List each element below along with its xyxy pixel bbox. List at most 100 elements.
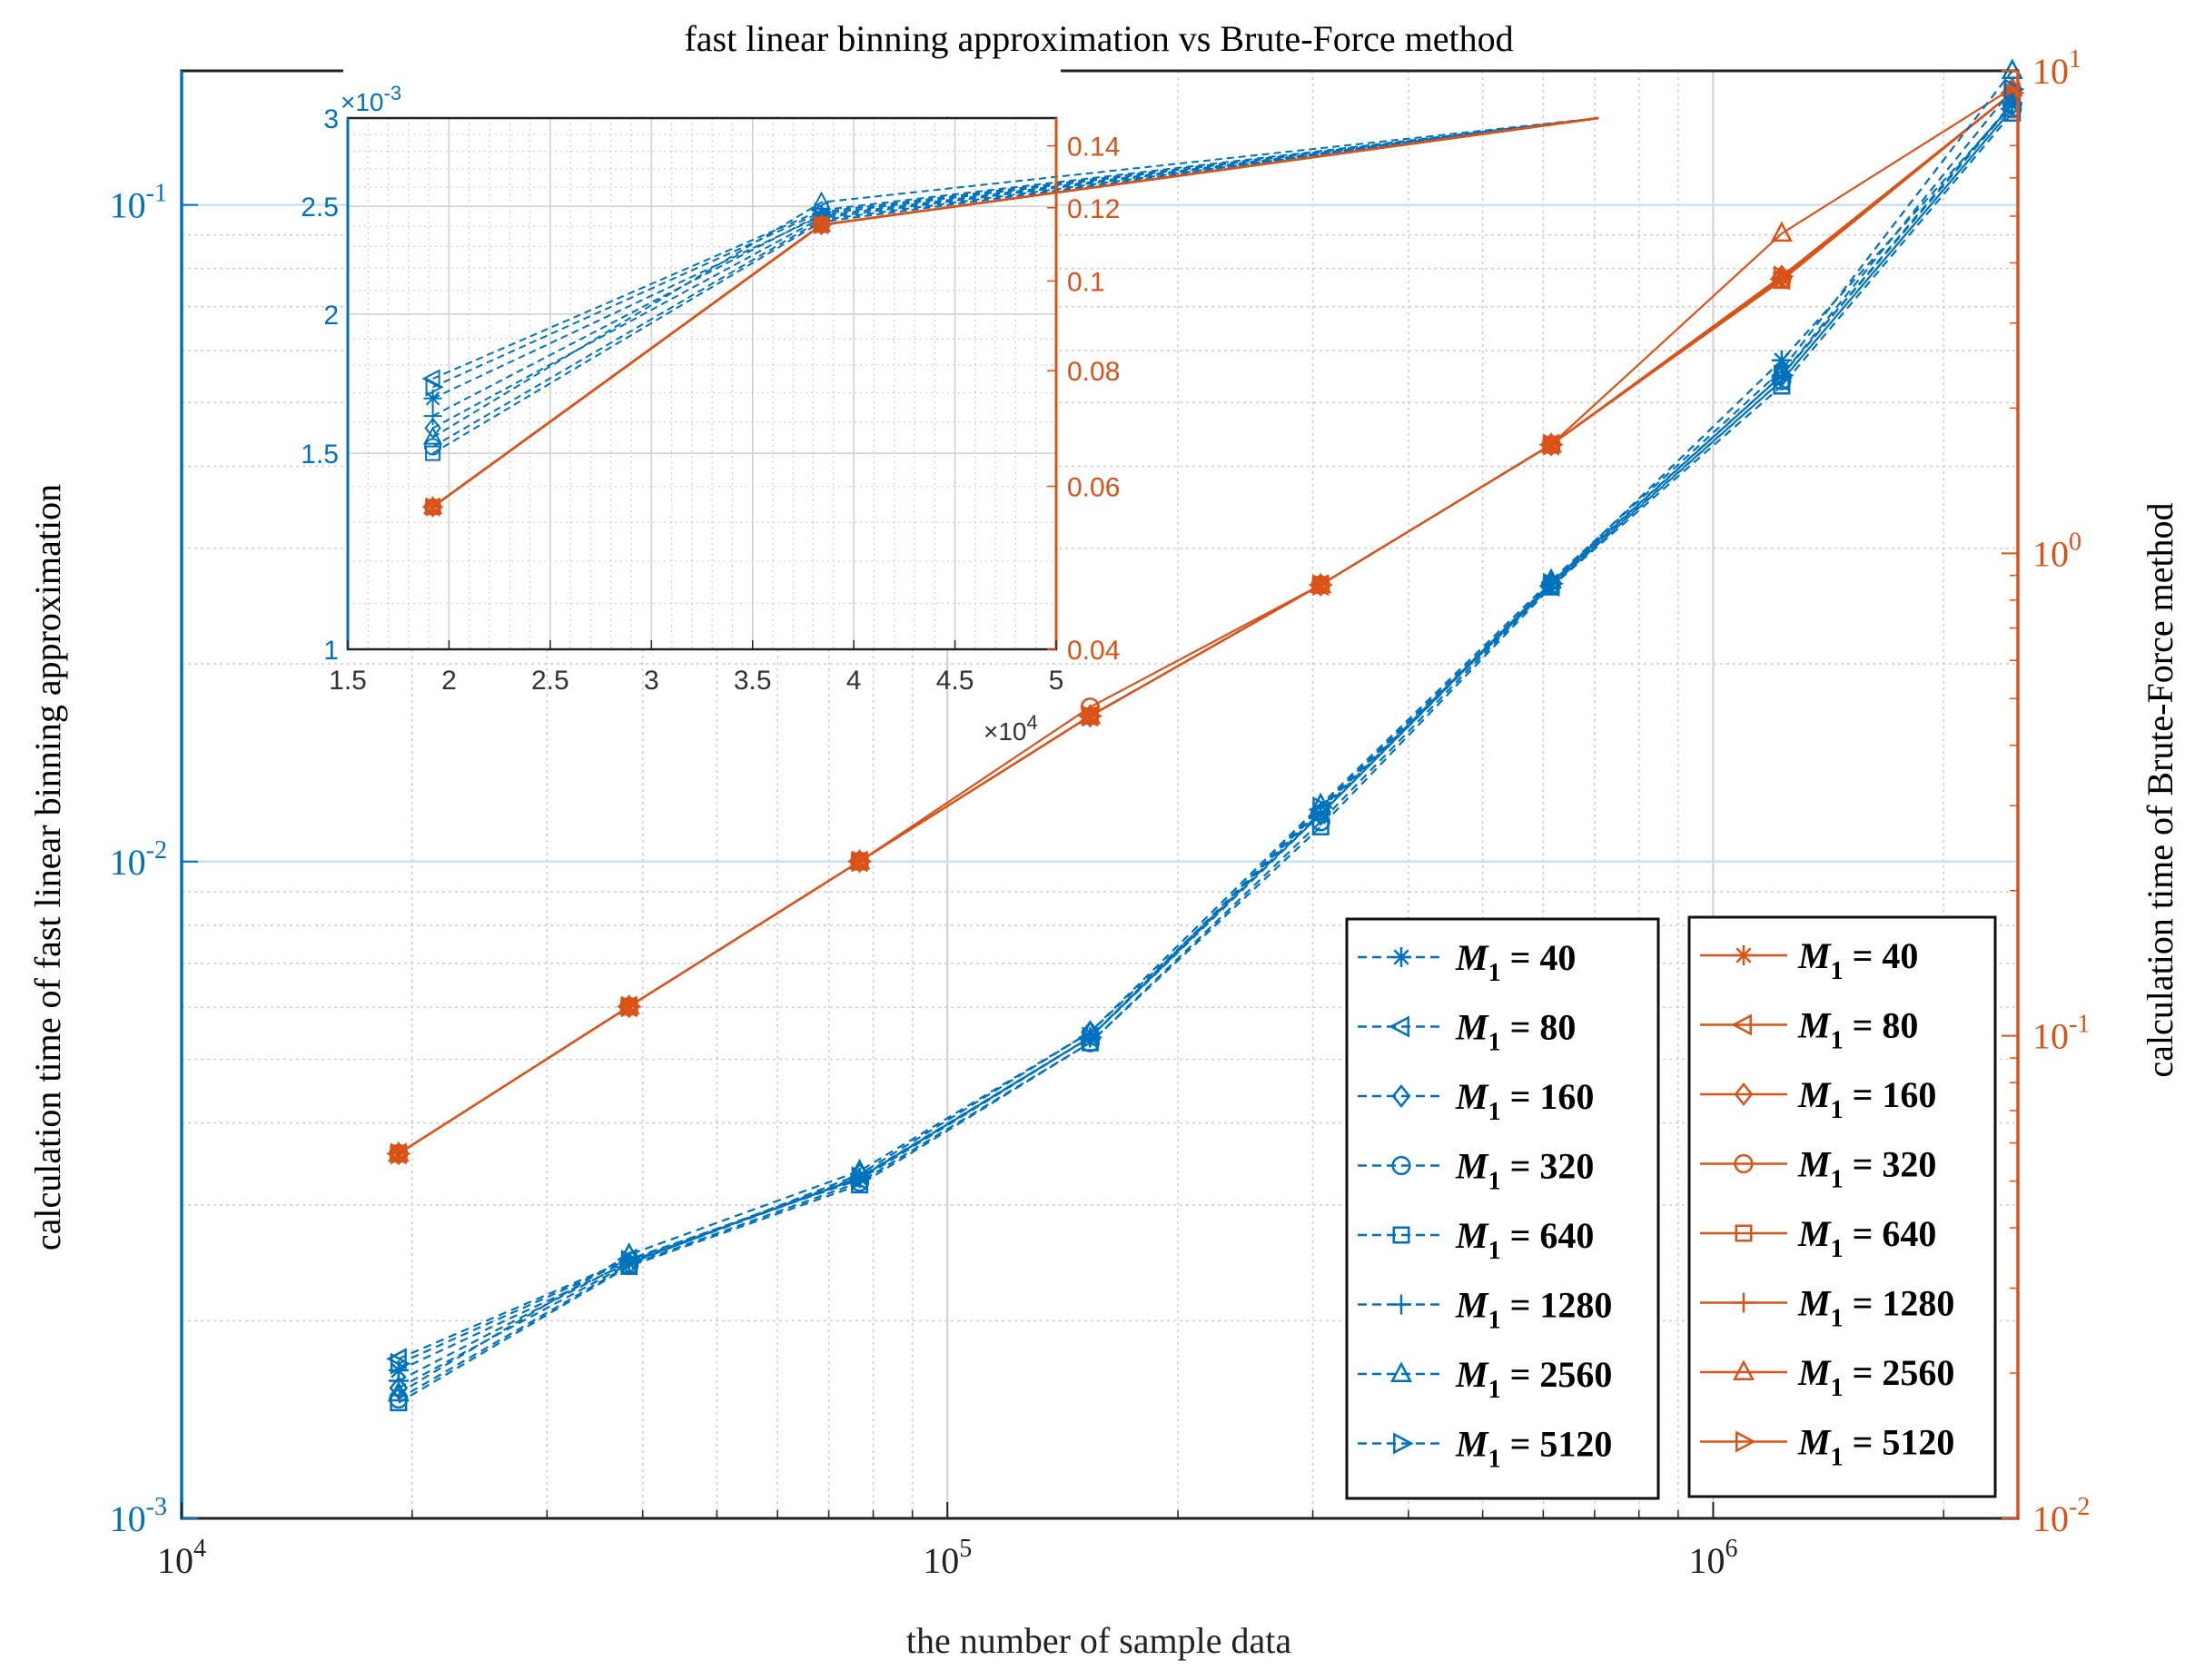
inset-y-right-tick-label: 0.08 bbox=[1067, 357, 1120, 387]
fast-binning-point bbox=[1540, 568, 1563, 589]
fast-binning-series-line bbox=[398, 102, 2013, 1382]
legend-marker bbox=[1391, 1083, 1411, 1109]
fast-binning-series-line bbox=[398, 70, 2013, 1395]
inset-y-exponent-label: ×10-3 bbox=[341, 82, 401, 116]
legend-entry: M1 = 2560 bbox=[1700, 1352, 1954, 1402]
inset-fast-binning-point bbox=[425, 377, 444, 397]
y-right-tick-label: 10-1 bbox=[2032, 1011, 2090, 1057]
legend-box bbox=[1687, 915, 1997, 1498]
legend-label: M1 = 40 bbox=[1797, 935, 1918, 985]
legend-entry: M1 = 320 bbox=[1700, 1144, 1936, 1194]
y-left-tick-label: 10-2 bbox=[110, 836, 167, 883]
legend-label: M1 = 1280 bbox=[1455, 1285, 1612, 1335]
legend-label: M1 = 2560 bbox=[1455, 1354, 1612, 1404]
inset-y-left-tick-label: 1.5 bbox=[301, 440, 339, 469]
brute-force-point bbox=[618, 993, 640, 1015]
legend-marker bbox=[1392, 1226, 1410, 1244]
y-left-tick-label: 10-1 bbox=[110, 180, 167, 226]
fast-binning-point bbox=[1312, 796, 1333, 818]
main-axis-ticks: 104 105 106 10-3 10-2 10-1 10-2 10-1 100 101 bbox=[110, 45, 2091, 1581]
legend-label: M1 = 5120 bbox=[1455, 1424, 1612, 1474]
inset-x-tick-label: 3.5 bbox=[734, 666, 772, 696]
brute-force-point bbox=[1312, 574, 1333, 597]
brute-force-point bbox=[620, 995, 642, 1018]
y-left-tick-label: 10-3 bbox=[110, 1493, 167, 1539]
x-axis-label: the number of sample data bbox=[906, 1620, 1292, 1661]
legend-marker bbox=[1731, 1013, 1752, 1036]
inset-x-tick-label: 4.5 bbox=[936, 666, 974, 696]
brute-force-point bbox=[1540, 431, 1563, 453]
inset-brute-force-point bbox=[814, 214, 833, 235]
inset-y-right-tick-label: 0.12 bbox=[1067, 194, 1120, 224]
inset-x-tick-label: 2.5 bbox=[531, 666, 569, 696]
legend-entry: M1 = 80 bbox=[1700, 1005, 1918, 1055]
fast-binning-point bbox=[390, 1394, 408, 1412]
fast-binning-point bbox=[1543, 572, 1564, 595]
legend-label: M1 = 2560 bbox=[1797, 1352, 1954, 1402]
legend-brute-force: M1 = 40 M1 = 80 M1 = 160 M1 = 320 M1 = 640 M1… bbox=[1687, 915, 1997, 1498]
inset-clip-top bbox=[343, 64, 1061, 116]
legend-entry: M1 = 5120 bbox=[1700, 1422, 1954, 1472]
fast-binning-point bbox=[620, 1250, 642, 1271]
legend-label: M1 = 320 bbox=[1455, 1146, 1594, 1196]
legend-marker bbox=[1735, 1224, 1753, 1242]
brute-force-point bbox=[1770, 221, 1793, 242]
fast-binning-point bbox=[2001, 58, 2023, 79]
brute-force-point bbox=[387, 1141, 410, 1162]
inset-x-tick-label: 3 bbox=[644, 666, 659, 696]
legend-label: M1 = 40 bbox=[1455, 937, 1576, 987]
x-tick-label: 105 bbox=[923, 1535, 972, 1581]
inset-fast-binning-point bbox=[421, 369, 440, 389]
brute-force-point bbox=[851, 850, 873, 873]
legend-entry: M1 = 5120 bbox=[1358, 1424, 1612, 1474]
inset-fast-binning-point bbox=[811, 191, 832, 210]
fast-binning-point bbox=[1773, 364, 1795, 387]
inset-fast-binning-line bbox=[432, 117, 1599, 439]
legend-label: M1 = 640 bbox=[1455, 1215, 1594, 1265]
legend-marker bbox=[1391, 1155, 1411, 1176]
fast-binning-series-line bbox=[398, 88, 2013, 1365]
legend-label: M1 = 160 bbox=[1455, 1076, 1594, 1126]
brute-force-series-line bbox=[398, 92, 2013, 1155]
legend-marker bbox=[1390, 1361, 1412, 1382]
y-right-tick-label: 101 bbox=[2032, 45, 2081, 92]
y-right-tick-label: 100 bbox=[2032, 528, 2081, 574]
inset-x-tick-label: 2 bbox=[441, 666, 457, 696]
fast-binning-series-line bbox=[398, 112, 2013, 1404]
inset-x-exponent-label: ×104 bbox=[984, 711, 1038, 746]
y-axis-left-label: calculation time of fast linear binning … bbox=[27, 484, 68, 1250]
fast-binning-series-line bbox=[398, 108, 2013, 1400]
legend-marker bbox=[1735, 1430, 1756, 1453]
brute-force-point bbox=[848, 848, 871, 870]
x-tick-label: 104 bbox=[157, 1535, 206, 1581]
inset-y-right-tick-label: 0.1 bbox=[1067, 267, 1105, 297]
x-tick-label: 106 bbox=[1688, 1535, 1737, 1581]
legend-entry: M1 = 160 bbox=[1358, 1076, 1594, 1126]
legend-label: M1 = 640 bbox=[1797, 1213, 1936, 1263]
legend-marker bbox=[1734, 1292, 1754, 1313]
chart-title: fast linear binning approximation vs Bru… bbox=[684, 18, 1513, 59]
legend-marker bbox=[1391, 947, 1411, 967]
legend-marker bbox=[1393, 1432, 1414, 1455]
fast-binning-point bbox=[390, 1352, 411, 1375]
inset-fast-binning-point bbox=[424, 417, 441, 440]
legend-entry: M1 = 640 bbox=[1358, 1215, 1594, 1265]
inset-fast-binning-point bbox=[425, 445, 441, 461]
legend-marker bbox=[1734, 945, 1754, 965]
brute-force-point bbox=[1773, 265, 1795, 288]
inset-plot-series bbox=[343, 64, 1599, 518]
inset-y-left-tick-label: 3 bbox=[323, 104, 339, 134]
fast-binning-point bbox=[2003, 78, 2025, 101]
inset-axis-ticks: 1.5 2 2.5 3 3.5 4 4.5 511.522.530.040.060.080.1… bbox=[301, 82, 1120, 746]
inset-x-tick-label: 1.5 bbox=[329, 666, 367, 696]
inset-y-right-tick-label: 0.14 bbox=[1067, 133, 1120, 163]
inset-x-tick-label: 5 bbox=[1049, 666, 1064, 696]
brute-force-point bbox=[1543, 433, 1564, 456]
inset-y-right-tick-label: 0.06 bbox=[1067, 473, 1120, 503]
inset-y-left-tick-label: 2 bbox=[323, 301, 339, 331]
inset-brute-force-point bbox=[811, 213, 832, 232]
legend-label: M1 = 1280 bbox=[1797, 1283, 1954, 1333]
inset-fast-binning-point bbox=[422, 426, 443, 445]
legend-label: M1 = 80 bbox=[1797, 1005, 1918, 1055]
